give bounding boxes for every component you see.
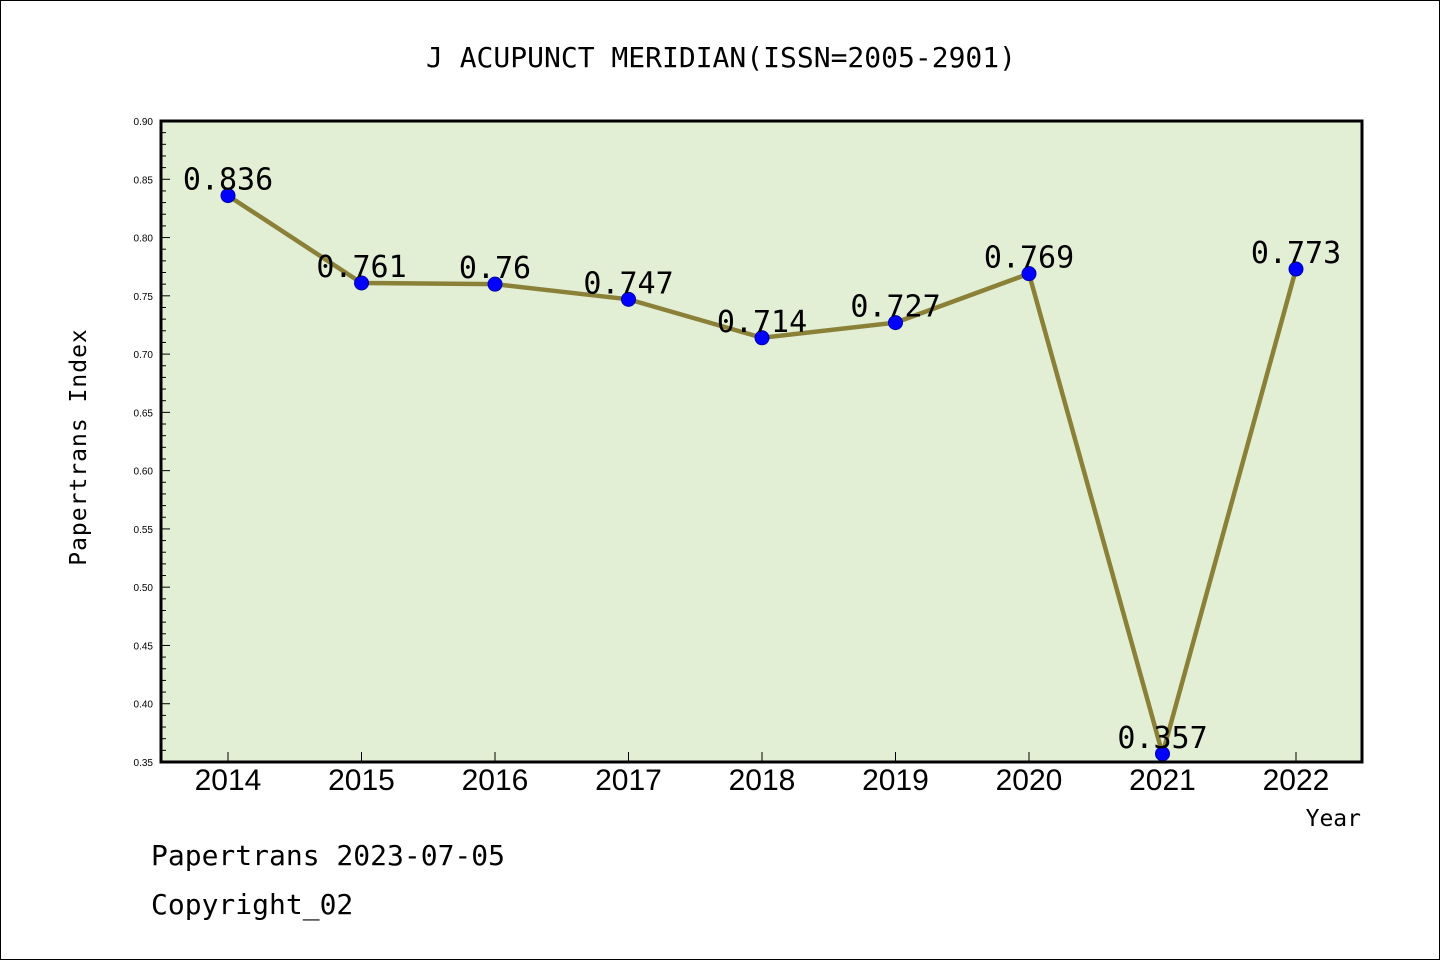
y-tick-label: 0.50 [134,583,154,594]
y-tick-label: 0.75 [134,292,154,303]
data-label: 0.747 [583,266,673,301]
footer-date: Papertrans 2023-07-05 [151,839,505,872]
data-point [354,275,369,291]
data-label: 0.761 [316,250,406,285]
data-label: 0.727 [850,290,940,325]
x-axis: 2014 2015 2016 2017 2018 2019 2020 2021 2022 [195,752,1330,797]
y-tick-label: 0.35 [134,758,154,769]
y-tick-label: 0.55 [134,525,154,536]
x-tick-label: 2017 [595,764,662,797]
series-line [220,188,1304,762]
data-point [621,291,636,307]
x-tick-label: 2014 [195,764,262,797]
chart-title: J ACUPUNCT MERIDIAN(ISSN=2005-2901) [426,41,1016,74]
data-labels: 0.836 0.761 0.76 0.747 0.714 0.727 0.769 0.357 0… [183,163,1341,756]
data-point [1288,261,1304,277]
y-tick-label: 0.85 [134,175,154,186]
y-tick-label: 0.70 [134,350,154,361]
x-tick-label: 2021 [1129,764,1196,797]
x-tick-label: 2018 [729,764,796,797]
data-point [888,315,903,331]
data-label: 0.714 [717,305,807,340]
footer-copyright: Copyright_02 [151,888,353,922]
x-tick-label: 2016 [462,764,529,797]
data-label: 0.357 [1117,721,1207,756]
x-tick-label: 2022 [1263,764,1330,797]
y-axis: 0.35 0.40 0.45 0.50 0.55 0.60 0.65 0.70 0.75 0.80… [134,117,170,769]
y-tick-label: 0.60 [134,467,154,478]
data-label: 0.773 [1251,236,1341,271]
y-tick-label: 0.90 [134,117,154,128]
data-point [220,188,236,204]
plot-area [161,121,1362,762]
x-axis-label: Year [1306,806,1361,832]
data-point [1021,266,1037,282]
y-tick-label: 0.80 [134,234,154,245]
y-tick-label: 0.45 [134,641,154,652]
y-tick-label: 0.40 [134,700,154,711]
data-label: 0.76 [459,251,531,286]
data-label: 0.836 [183,163,273,198]
plot-border [159,119,1364,764]
data-point [754,330,770,346]
data-label: 0.769 [984,241,1074,276]
data-point [487,276,503,292]
x-tick-label: 2015 [328,764,395,797]
x-tick-label: 2020 [996,764,1063,797]
x-tick-label: 2019 [862,764,929,797]
y-tick-label: 0.65 [134,408,154,419]
y-axis-label: Papertrans Index [66,328,92,566]
